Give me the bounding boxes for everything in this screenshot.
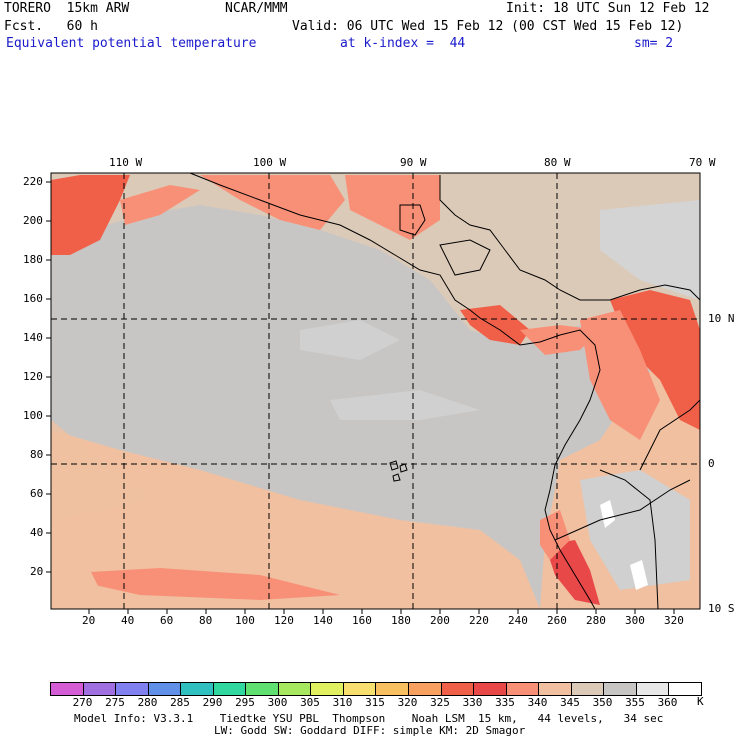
colorbar-swatch (310, 683, 343, 695)
colorbar-swatch (375, 683, 409, 695)
organization: NCAR/MMM (225, 1, 288, 16)
model-info: Model Info: V3.3.1 Tiedtke YSU PBL Thomp… (74, 712, 664, 725)
colorbar-label: 330 (462, 696, 483, 709)
colorbar-swatch (277, 683, 311, 695)
axis-ticks (46, 181, 675, 614)
map-frame (50, 172, 701, 610)
x-tick: 100 (235, 614, 255, 627)
colorbar-label: 355 (625, 696, 645, 709)
colorbar-swatch (440, 683, 474, 695)
x-tick: 160 (352, 614, 372, 627)
colorbar-label: 315 (365, 696, 385, 709)
colorbar-swatch (342, 683, 376, 695)
x-tick: 220 (469, 614, 489, 627)
colorbar-swatch (82, 683, 116, 695)
colorbar-swatch (115, 683, 148, 695)
lon-label-110w: 110 W (109, 156, 143, 169)
colorbar-label: 275 (105, 696, 125, 709)
x-tick: 320 (664, 614, 684, 627)
x-tick: 120 (274, 614, 294, 627)
colorbar-swatch (570, 683, 604, 695)
valid-time: Valid: 06 UTC Wed 15 Feb 12 (00 CST Wed … (292, 19, 684, 34)
x-tick: 240 (508, 614, 528, 627)
colorbar-unit: K (697, 695, 704, 708)
x-tick: 140 (313, 614, 333, 627)
colorbar-label: 270 (72, 696, 93, 709)
forecast-hour: Fcst. 60 h (4, 19, 98, 34)
y-tick: 20 (30, 565, 44, 578)
x-tick: 200 (430, 614, 450, 627)
colorbar-label: 310 (332, 696, 353, 709)
colorbar-swatch (147, 683, 181, 695)
level-info: at k-index = 44 (340, 36, 466, 51)
field-name: Equivalent potential temperature (6, 36, 257, 51)
lat-label-0: 0 (708, 457, 715, 470)
lat-label-10s: 10 S (708, 602, 735, 615)
x-tick: 60 (160, 614, 174, 627)
y-tick: 180 (23, 253, 43, 266)
y-tick: 60 (30, 487, 44, 500)
x-tick: 260 (547, 614, 567, 627)
y-tick: 40 (30, 526, 44, 539)
lon-label-70w: 70 W (689, 156, 716, 169)
lat-lon-grid (51, 173, 700, 609)
coastlines (189, 172, 701, 610)
y-tick: 80 (30, 448, 44, 461)
colorbar-label: 350 (592, 696, 613, 709)
colorbar-label: 300 (267, 696, 288, 709)
colorbar-label: 345 (560, 696, 580, 709)
colorbar-swatch (668, 683, 701, 695)
lon-label-100w: 100 W (253, 156, 287, 169)
colorbar-label: 295 (235, 696, 255, 709)
colorbar-label: 335 (495, 696, 515, 709)
colorbar-swatch (245, 683, 278, 695)
lon-label-80w: 80 W (544, 156, 571, 169)
colorbar-label: 290 (202, 696, 223, 709)
y-tick: 100 (23, 409, 43, 422)
colorbar-label: 280 (137, 696, 158, 709)
colorbar-label: 340 (527, 696, 548, 709)
colorbar-label: 325 (430, 696, 450, 709)
x-tick: 280 (586, 614, 606, 627)
colorbar-swatch (505, 683, 539, 695)
colorbar (50, 682, 702, 696)
colorbar-label: 285 (170, 696, 190, 709)
y-tick: 160 (23, 292, 43, 305)
colorbar-swatch (180, 683, 213, 695)
y-tick: 120 (23, 370, 43, 383)
colorbar-swatch (473, 683, 506, 695)
y-tick: 220 (23, 175, 43, 188)
colorbar-swatch (603, 683, 636, 695)
model-name: TORERO 15km ARW (4, 1, 130, 16)
colorbar-swatch (212, 683, 246, 695)
smoothing-info: sm= 2 (634, 36, 674, 51)
lon-label-90w: 90 W (400, 156, 427, 169)
colorbar-swatch (408, 683, 441, 695)
init-time: Init: 18 UTC Sun 12 Feb 12 (506, 1, 710, 16)
y-tick: 200 (23, 214, 43, 227)
y-tick: 140 (23, 331, 43, 344)
colorbar-label: 320 (397, 696, 418, 709)
field-shading (51, 173, 700, 609)
colorbar-swatch (538, 683, 571, 695)
physics-info: LW: Godd SW: Goddard DIFF: simple KM: 2D… (214, 724, 526, 737)
colorbar-swatch (635, 683, 669, 695)
x-tick: 80 (199, 614, 213, 627)
x-tick: 300 (625, 614, 645, 627)
colorbar-label: 360 (657, 696, 678, 709)
x-tick: 180 (391, 614, 411, 627)
colorbar-swatch (51, 683, 83, 695)
x-tick: 40 (121, 614, 135, 627)
colorbar-label: 305 (300, 696, 320, 709)
lat-label-10n: 10 N (708, 312, 735, 325)
x-tick: 20 (82, 614, 96, 627)
